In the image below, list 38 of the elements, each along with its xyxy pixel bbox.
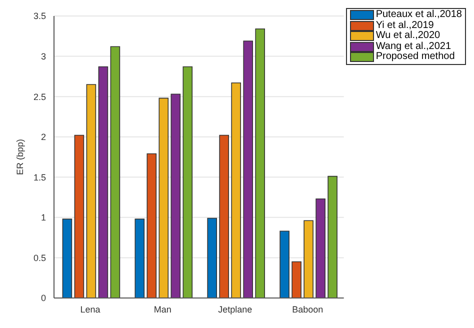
bar xyxy=(219,134,229,298)
bar xyxy=(207,218,217,298)
x-tick-label: Jetplane xyxy=(218,304,252,314)
y-tick-label: 0 xyxy=(40,293,46,304)
bar xyxy=(182,66,193,298)
legend-label: Wu et al.,2020 xyxy=(376,30,440,42)
bar xyxy=(243,40,253,298)
bar xyxy=(316,198,326,298)
x-tick-label: Baboon xyxy=(292,304,324,314)
bar xyxy=(146,153,157,298)
y-tick-label: 0.5 xyxy=(33,252,46,263)
bar xyxy=(74,134,84,298)
bar xyxy=(158,98,169,298)
y-tick-label: 3 xyxy=(40,51,46,62)
bar xyxy=(231,82,241,298)
bar xyxy=(328,176,338,298)
bar xyxy=(98,66,108,298)
y-tick-label: 1 xyxy=(40,212,46,223)
y-tick-label: 1.5 xyxy=(33,172,46,182)
x-tick-label: Man xyxy=(154,304,172,314)
y-tick-label: 3.5 xyxy=(33,11,46,22)
bar xyxy=(62,218,72,298)
bar xyxy=(280,230,290,298)
bar xyxy=(170,94,181,298)
bar xyxy=(86,84,96,298)
x-tick-label: Lena xyxy=(80,304,100,314)
legend-label: Proposed method xyxy=(376,51,455,62)
bar xyxy=(304,220,314,298)
bar xyxy=(110,46,120,298)
bar xyxy=(255,28,265,298)
y-tick-label: 2 xyxy=(40,132,46,142)
legend-label: Puteaux et al.,2018 xyxy=(376,9,462,20)
y-axis-title: ER (bpp) xyxy=(15,138,26,176)
legend-label: Wang et al.,2021 xyxy=(376,40,452,52)
bar xyxy=(134,218,145,298)
y-tick-label: 2.5 xyxy=(33,92,46,102)
legend-label: Yi et al.,2019 xyxy=(376,20,434,30)
bar xyxy=(292,261,302,298)
